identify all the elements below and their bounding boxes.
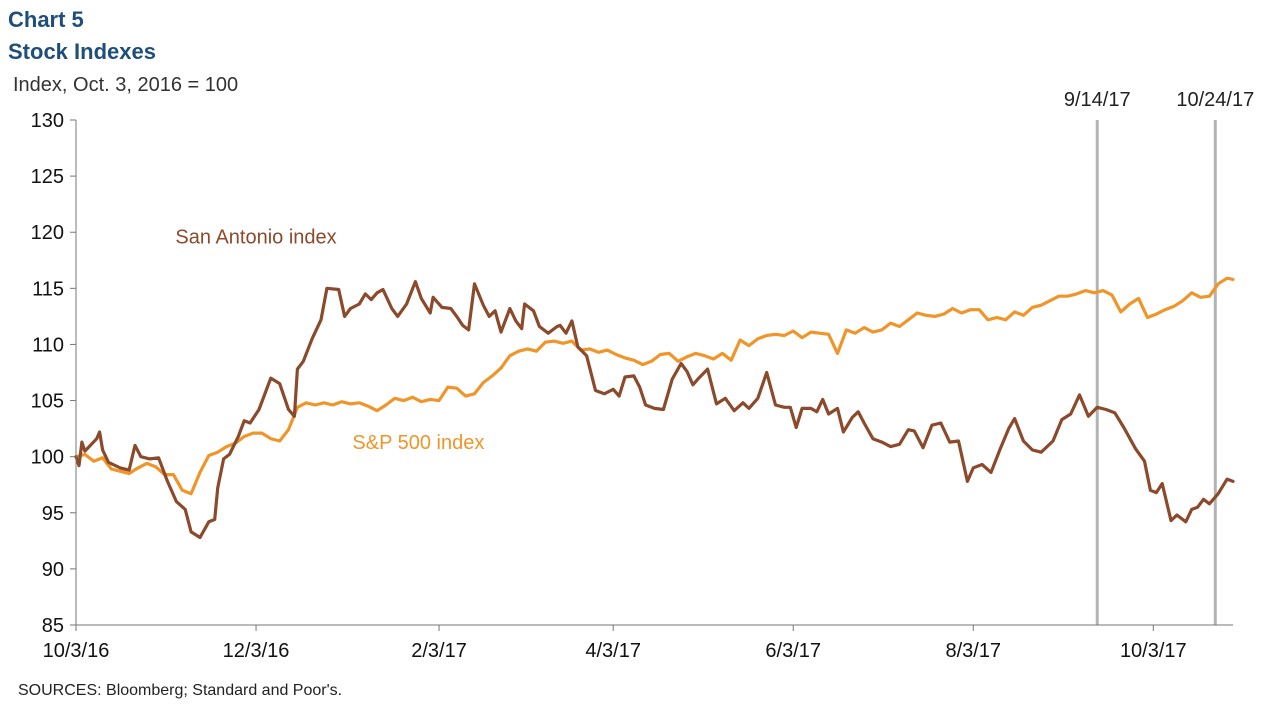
series-line-san-antonio bbox=[74, 280, 1235, 540]
y-tick-label: 95 bbox=[42, 503, 64, 525]
x-tick-label: 10/3/16 bbox=[43, 640, 110, 662]
chart-number: Chart 5 bbox=[8, 7, 84, 32]
series-line-sp500 bbox=[74, 276, 1235, 496]
vertical-marker-label: 9/14/17 bbox=[1064, 89, 1131, 111]
x-tick-label: 4/3/17 bbox=[585, 640, 641, 662]
y-tick-label: 90 bbox=[42, 559, 64, 581]
x-tick-label: 8/3/17 bbox=[945, 640, 1001, 662]
y-tick-label: 110 bbox=[32, 334, 64, 356]
x-tick-label: 12/3/16 bbox=[223, 640, 290, 662]
y-axis-label: Index, Oct. 3, 2016 = 100 bbox=[13, 74, 239, 96]
x-tick-label: 2/3/17 bbox=[411, 640, 467, 662]
y-tick-label: 130 bbox=[31, 110, 64, 132]
vertical-markers: 9/14/17 10/24/17 bbox=[1064, 89, 1254, 625]
series-label: San Antonio index bbox=[175, 226, 336, 248]
series-label: S&P 500 index bbox=[352, 432, 484, 454]
line-chart: 85 90 95 100 105 110 115 120 125 130 10/3/16 12/3/… bbox=[31, 89, 1255, 662]
vertical-marker-label: 10/24/17 bbox=[1176, 89, 1254, 111]
y-axis-ticks: 85 90 95 100 105 110 115 120 125 130 bbox=[31, 110, 76, 637]
y-tick-label: 125 bbox=[31, 166, 64, 188]
chart-title: Stock Indexes bbox=[8, 39, 156, 64]
series-labels: San Antonio index S&P 500 index bbox=[175, 226, 484, 453]
y-tick-label: 85 bbox=[42, 615, 64, 637]
y-tick-label: 115 bbox=[32, 278, 64, 300]
x-axis-ticks: 10/3/16 12/3/16 2/3/17 4/3/17 6/3/17 8/3/17 10… bbox=[43, 625, 1187, 662]
x-tick-label: 10/3/17 bbox=[1120, 640, 1187, 662]
y-tick-label: 105 bbox=[31, 391, 64, 413]
y-tick-label: 100 bbox=[31, 447, 64, 469]
source-note: SOURCES: Bloomberg; Standard and Poor's. bbox=[18, 682, 343, 699]
x-tick-label: 6/3/17 bbox=[765, 640, 821, 662]
series-lines bbox=[74, 276, 1235, 540]
axes bbox=[75, 120, 1233, 626]
y-tick-label: 120 bbox=[31, 222, 64, 244]
